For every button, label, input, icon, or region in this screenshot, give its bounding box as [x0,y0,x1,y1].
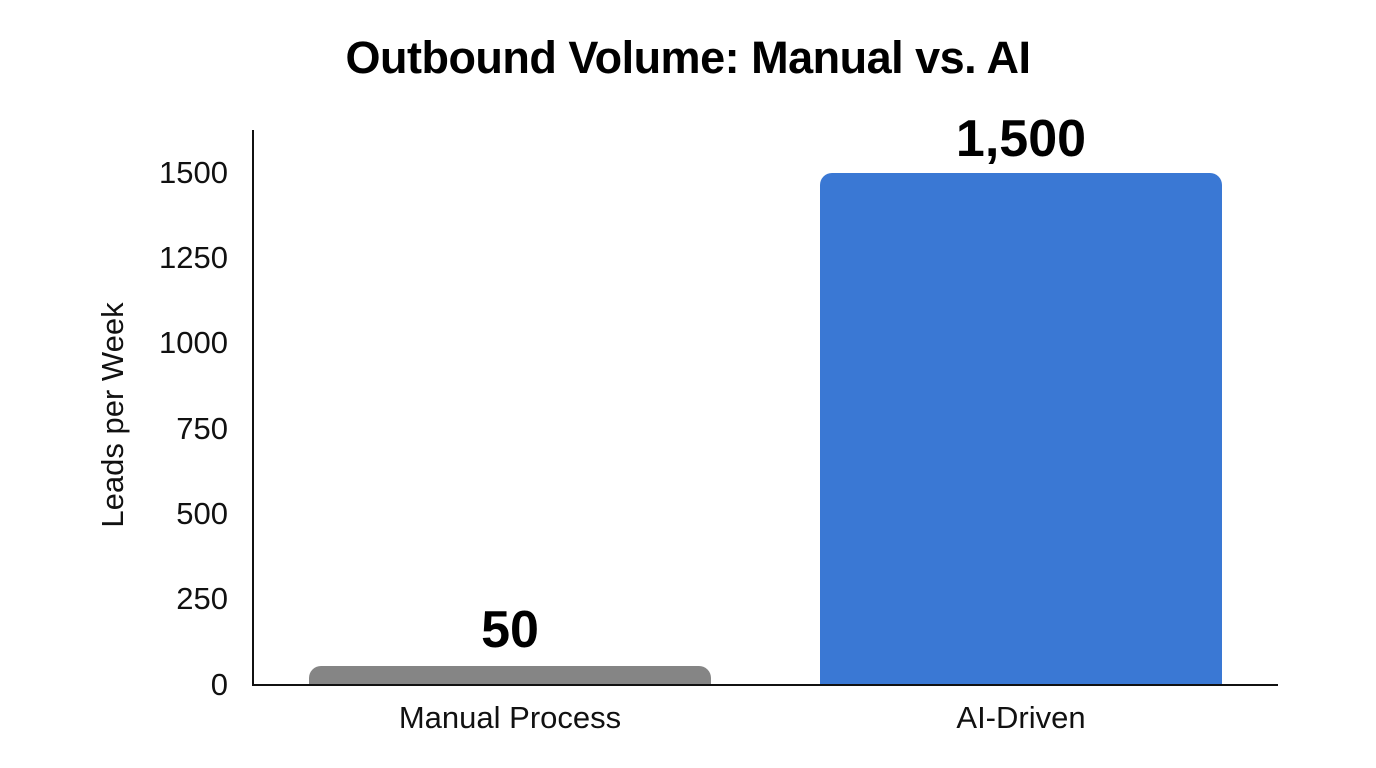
y-tick: 0 [210,667,228,702]
x-tick-ai-driven: AI-Driven [956,700,1086,735]
bar-value-label-manual: 50 [481,601,539,659]
x-axis-line [252,684,1278,686]
y-tick: 500 [176,496,228,531]
y-tick: 250 [176,581,228,616]
y-tick: 1000 [159,325,228,360]
bar-ai-driven [820,173,1222,685]
y-tick: 750 [176,411,228,446]
chart-title: Outbound Volume: Manual vs. AI [345,32,1031,83]
bar-value-label-ai: 1,500 [955,110,1087,168]
bar-manual-process [309,666,711,685]
y-axis-line [252,130,254,686]
y-tick: 1250 [159,240,228,275]
x-tick-manual-process: Manual Process [398,700,622,735]
y-tick: 1500 [159,155,228,190]
